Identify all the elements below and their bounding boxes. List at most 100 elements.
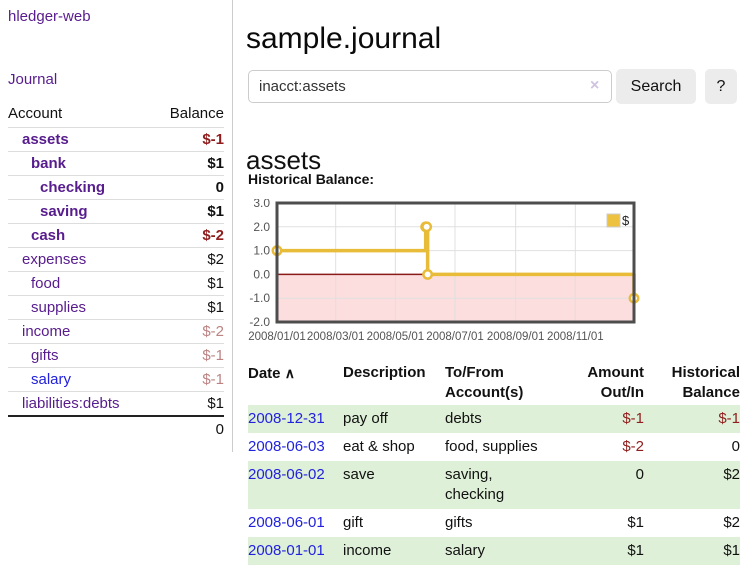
register-row: 2008-06-02 save saving, checking 0 $2 bbox=[248, 461, 740, 509]
transaction-balance: $2 bbox=[644, 461, 740, 509]
transaction-date-link[interactable]: 2008-01-01 bbox=[248, 542, 325, 559]
account-balance: $1 bbox=[153, 271, 224, 296]
transaction-amount: $1 bbox=[627, 514, 644, 531]
svg-text:$: $ bbox=[622, 213, 630, 228]
transaction-balance: 0 bbox=[731, 438, 740, 455]
accounts-column-header: To/From Account(s) bbox=[445, 364, 524, 401]
sidebar-item-journal[interactable]: Journal bbox=[8, 71, 58, 88]
account-row: bank $1 bbox=[8, 151, 224, 176]
register-row: 2008-06-03 eat & shop food, supplies $-2 0 bbox=[248, 433, 740, 461]
account-link-expenses[interactable]: expenses bbox=[22, 251, 87, 268]
chart-title: Historical Balance: bbox=[248, 171, 375, 187]
account-balance: $-1 bbox=[153, 343, 224, 368]
register-row: 2008-12-31 pay off debts $-1 $-1 bbox=[248, 405, 740, 433]
search-button[interactable]: Search bbox=[616, 69, 696, 104]
svg-text:-2.0: -2.0 bbox=[249, 315, 270, 329]
account-row: expenses $2 bbox=[8, 247, 224, 272]
transaction-date-link[interactable]: 2008-06-01 bbox=[248, 514, 325, 531]
balance-column-header: Balance bbox=[169, 105, 224, 122]
account-balance: $1 bbox=[153, 199, 224, 224]
date-header-label: Date bbox=[248, 365, 281, 382]
transaction-description: income bbox=[343, 537, 445, 565]
register-row: 2008-06-01 gift gifts $1 $2 bbox=[248, 509, 740, 537]
transaction-description: save bbox=[343, 461, 445, 509]
account-row: food $1 bbox=[8, 271, 224, 296]
transaction-accounts: gifts bbox=[445, 514, 473, 531]
svg-text:3.0: 3.0 bbox=[253, 199, 270, 210]
transaction-description: pay off bbox=[343, 405, 445, 433]
svg-text:2008/01/01: 2008/01/01 bbox=[248, 331, 306, 343]
transaction-accounts: saving, checking bbox=[445, 461, 560, 509]
sidebar: hledger-web Journal Account Balance asse… bbox=[0, 0, 233, 452]
search-input[interactable] bbox=[248, 70, 612, 103]
account-link-food[interactable]: food bbox=[31, 275, 61, 292]
svg-text:1.0: 1.0 bbox=[253, 244, 270, 258]
account-balance: $1 bbox=[153, 151, 224, 176]
account-total-row: 0 bbox=[8, 415, 224, 442]
svg-text:2008/11/01: 2008/11/01 bbox=[547, 331, 604, 343]
description-column-header: Description bbox=[343, 364, 426, 381]
amount-column-header: Amount Out/In bbox=[587, 364, 644, 401]
transaction-description: eat & shop bbox=[343, 438, 415, 455]
account-row: saving $1 bbox=[8, 199, 224, 224]
date-column-header[interactable]: Date ∧ bbox=[248, 361, 343, 405]
transaction-accounts: salary bbox=[445, 537, 560, 565]
svg-text:2.0: 2.0 bbox=[253, 220, 270, 234]
account-column-header: Account bbox=[8, 105, 63, 122]
account-link-gifts[interactable]: gifts bbox=[31, 347, 59, 364]
account-heading: assets bbox=[246, 144, 322, 175]
transaction-amount: 0 bbox=[560, 461, 644, 509]
transaction-balance: $1 bbox=[644, 537, 740, 565]
svg-text:2008/03/01: 2008/03/01 bbox=[307, 331, 365, 343]
account-balance: $-2 bbox=[153, 223, 224, 248]
app-title-link[interactable]: hledger-web bbox=[8, 8, 91, 25]
transaction-date-link[interactable]: 2008-06-03 bbox=[248, 438, 325, 455]
account-balance: $-1 bbox=[153, 367, 224, 392]
balance-column-header-main: Historical Balance bbox=[671, 364, 740, 401]
account-link-liabilities-debts[interactable]: liabilities:debts bbox=[22, 395, 120, 412]
svg-text:0.0: 0.0 bbox=[253, 267, 270, 281]
transaction-description: gift bbox=[343, 514, 364, 531]
account-row: gifts $-1 bbox=[8, 343, 224, 368]
transaction-amount: $1 bbox=[560, 537, 644, 565]
transaction-balance: $-1 bbox=[644, 405, 740, 433]
account-tree-body: assets $-1 bank $1 checking 0 saving $1 cash $-2 e… bbox=[8, 127, 224, 416]
svg-text:2008/05/01: 2008/05/01 bbox=[367, 331, 425, 343]
transaction-accounts: debts bbox=[445, 405, 560, 433]
clear-search-icon[interactable]: × bbox=[590, 77, 600, 94]
account-row: salary $-1 bbox=[8, 367, 224, 392]
account-link-supplies[interactable]: supplies bbox=[31, 299, 87, 316]
account-row: checking 0 bbox=[8, 175, 224, 200]
account-balance: $2 bbox=[153, 247, 224, 272]
transaction-amount: $-1 bbox=[560, 405, 644, 433]
transaction-date-link[interactable]: 2008-06-02 bbox=[248, 466, 325, 483]
transaction-amount: $-2 bbox=[622, 438, 644, 455]
account-link-income[interactable]: income bbox=[22, 323, 71, 340]
account-row: liabilities:debts $1 bbox=[8, 391, 224, 416]
account-balance: $1 bbox=[153, 295, 224, 320]
account-link-salary[interactable]: salary bbox=[31, 371, 72, 388]
help-button[interactable]: ? bbox=[705, 69, 737, 104]
account-balance: $-1 bbox=[153, 127, 224, 152]
account-link-assets[interactable]: assets bbox=[22, 131, 69, 148]
account-link-checking[interactable]: checking bbox=[40, 179, 106, 196]
account-link-bank[interactable]: bank bbox=[31, 155, 67, 172]
account-total-balance: 0 bbox=[153, 415, 224, 442]
account-row: cash $-2 bbox=[8, 223, 224, 248]
page-title: sample.journal bbox=[246, 22, 442, 56]
account-balance: $1 bbox=[153, 391, 224, 416]
account-balance: 0 bbox=[153, 175, 224, 200]
account-row: supplies $1 bbox=[8, 295, 224, 320]
account-row: assets $-1 bbox=[8, 127, 224, 152]
historical-balance-chart: $3.0 2.0 1.0 0.0 -1.0 -2.0 2008/01/01 2008/03/0… bbox=[248, 199, 640, 343]
account-link-cash[interactable]: cash bbox=[31, 227, 66, 244]
svg-text:2008/07/01: 2008/07/01 bbox=[426, 331, 484, 343]
register-table: Date ∧ Description To/From Account(s) Am… bbox=[248, 361, 740, 565]
account-link-saving[interactable]: saving bbox=[40, 203, 88, 220]
transaction-balance: $2 bbox=[723, 514, 740, 531]
account-balance: $-2 bbox=[153, 319, 224, 344]
sort-ascending-icon: ∧ bbox=[284, 365, 295, 381]
transaction-accounts: food, supplies bbox=[445, 438, 538, 455]
transaction-date-link[interactable]: 2008-12-31 bbox=[248, 410, 325, 427]
register-row: 2008-01-01 income salary $1 $1 bbox=[248, 537, 740, 565]
